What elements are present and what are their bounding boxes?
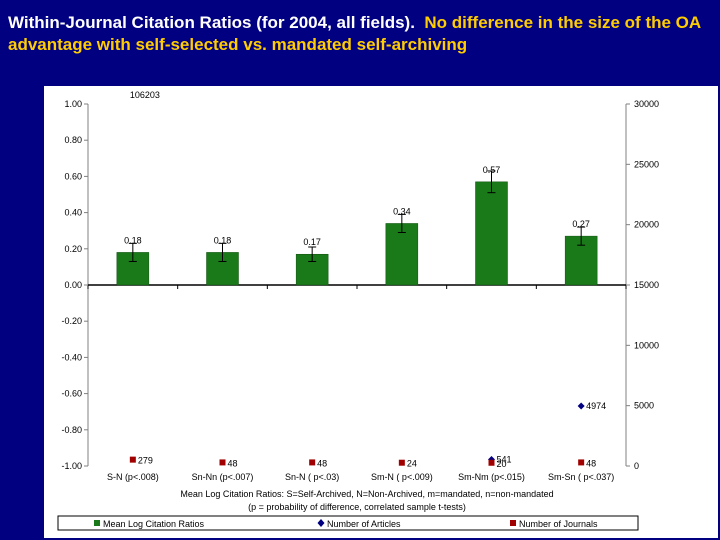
y-right-tick-label: 10000	[634, 340, 659, 350]
y-right-tick-label: 15000	[634, 280, 659, 290]
bar-data-label: 0.18	[214, 235, 232, 245]
legend-swatch-journals	[510, 520, 516, 526]
y-right-tick-label: 5000	[634, 401, 654, 411]
legend-box	[57, 515, 639, 531]
journals-marker	[398, 459, 405, 466]
y-left-tick-label: -0.80	[61, 425, 82, 435]
y-left-tick-label: 0.00	[64, 280, 82, 290]
slide-title: Within-Journal Citation Ratios (for 2004…	[8, 12, 714, 56]
y-left-tick-label: 0.80	[64, 135, 82, 145]
x-category-label: Sm-Sn ( p<.037)	[548, 472, 614, 482]
legend-swatch-bars	[94, 520, 100, 526]
x-category-label: Sm-Nm (p<.015)	[458, 472, 525, 482]
journals-marker	[488, 459, 495, 466]
y-left-tick-label: -0.60	[61, 389, 82, 399]
articles-data-label: 106203	[130, 90, 160, 100]
journals-data-label: 48	[586, 458, 596, 468]
bar-data-label: 0.17	[303, 237, 321, 247]
chart-panel: 1.00 0.80 0.60 0.40 0.20 0.00 -0.20 -0.40 -0.60 -…	[44, 86, 718, 538]
bar-data-label: 0.57	[483, 165, 501, 175]
journals-data-label: 279	[138, 456, 153, 466]
y-left-tick-label: 1.00	[64, 99, 82, 109]
journals-data-label: 48	[317, 458, 327, 468]
y-right-tick-label: 30000	[634, 99, 659, 109]
y-left-tick-label: -1.00	[61, 461, 82, 471]
bar	[385, 223, 419, 286]
journals-data-label: 24	[407, 459, 417, 469]
journals-data-label: 20	[497, 459, 507, 469]
x-category-label: Sn-Nn (p<.007)	[192, 472, 254, 482]
journals-marker	[129, 456, 136, 463]
y-right-tick-label: 0	[634, 461, 639, 471]
bar-data-label: 0.34	[393, 206, 411, 216]
y-left-tick-label: -0.20	[61, 316, 82, 326]
articles-data-label: 541	[497, 454, 512, 464]
articles-data-label: 4974	[586, 401, 606, 411]
y-left-tick-label: 0.60	[64, 171, 82, 181]
x-axis-subtitle: (p = probability of difference, correlat…	[248, 502, 466, 512]
legend-label: Number of Journals	[519, 519, 598, 529]
slide-title-white: Within-Journal Citation Ratios (for 2004…	[8, 13, 415, 32]
journals-marker	[578, 459, 585, 466]
y-left-tick-label: 0.40	[64, 208, 82, 218]
y-right-tick-label: 25000	[634, 159, 659, 169]
articles-marker	[577, 402, 585, 410]
legend-label: Mean Log Citation Ratios	[103, 519, 205, 529]
chart: 1.00 0.80 0.60 0.40 0.20 0.00 -0.20 -0.40 -0.60 -…	[57, 90, 659, 531]
x-axis-title: Mean Log Citation Ratios: S=Self-Archive…	[180, 489, 553, 499]
bar-data-label: 0.18	[124, 235, 142, 245]
legend-swatch-articles	[317, 519, 325, 527]
slide-title-accent: No difference in the size of the OA adva…	[8, 13, 701, 54]
x-category-label: Sm-N ( p<.009)	[371, 472, 433, 482]
legend-label: Number of Articles	[327, 519, 401, 529]
journals-marker	[309, 459, 316, 466]
y-left-tick-label: 0.20	[64, 244, 82, 254]
y-left-tick-label: -0.40	[61, 352, 82, 362]
bar-data-label: 0.27	[572, 219, 590, 229]
x-category-label: S-N (p<.008)	[107, 472, 159, 482]
journals-data-label: 48	[228, 458, 238, 468]
x-category-label: Sn-N ( p<.03)	[285, 472, 339, 482]
y-right-tick-label: 20000	[634, 220, 659, 230]
journals-marker	[219, 459, 226, 466]
bar	[475, 181, 508, 286]
